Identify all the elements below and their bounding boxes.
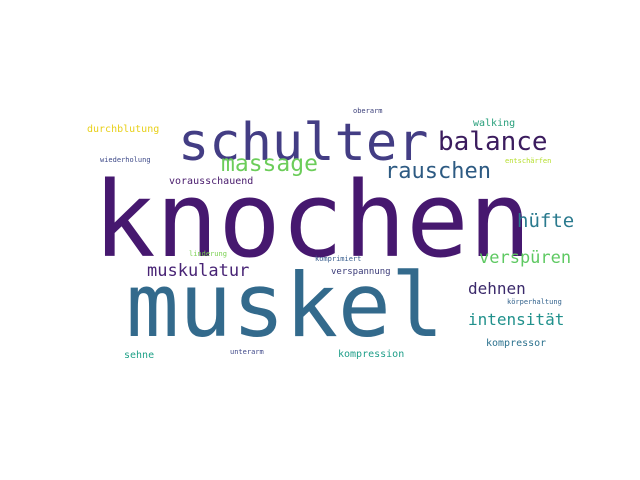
word-vorausschauend: vorausschauend	[169, 176, 254, 187]
word-muskulatur: muskulatur	[147, 261, 250, 281]
word-intensitaet: intensität	[468, 310, 565, 329]
word-verspannung: verspannung	[331, 267, 391, 277]
word-linderung: linderung	[189, 250, 227, 258]
word-sehne: sehne	[124, 350, 155, 361]
word-oberarm: oberarm	[353, 107, 383, 115]
word-knochen: knochen	[93, 159, 532, 281]
word-wiederholung: wiederholung	[100, 156, 151, 164]
word-koerperhaltung: körperhaltung	[507, 298, 562, 306]
word-huefte: hüfte	[517, 210, 575, 232]
word-verspueren: verspüren	[479, 248, 572, 268]
word-kompression: kompression	[338, 349, 405, 360]
word-rauschen: rauschen	[385, 159, 491, 184]
word-kompressor: kompressor	[486, 338, 547, 349]
word-massage: massage	[221, 151, 318, 177]
word-durchblutung: durchblutung	[87, 124, 160, 135]
word-komprimiert: komprimiert	[315, 255, 362, 263]
word-balance: balance	[438, 127, 548, 157]
word-dehnen: dehnen	[468, 279, 526, 298]
word-schulter: schulter	[178, 113, 429, 173]
word-unterarm: unterarm	[230, 348, 264, 356]
word-entschaerfen: entschärfen	[505, 157, 552, 165]
word-muskel: muskel	[126, 254, 444, 357]
word-walking: walking	[473, 118, 516, 129]
